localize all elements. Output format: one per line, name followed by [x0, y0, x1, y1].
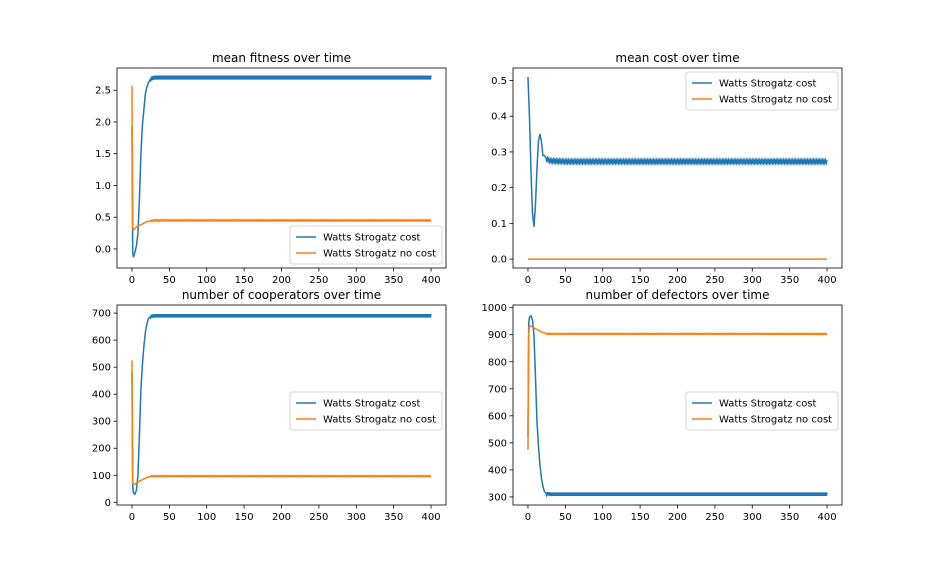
legend-label: Watts Strogatz no cost: [323, 249, 436, 260]
x-tick-label: 150: [631, 512, 650, 523]
chart-title: mean fitness over time: [212, 51, 351, 65]
x-tick-label: 350: [780, 512, 799, 523]
y-tick-label: 0: [105, 498, 111, 509]
series-line-watts-strogatz-cost: [131, 75, 432, 258]
y-tick-label: 0.2: [491, 183, 507, 194]
series-line-watts-strogatz-no-cost: [131, 360, 432, 486]
series-line-watts-strogatz-cost: [131, 314, 432, 496]
x-tick-label: 150: [235, 512, 254, 523]
x-tick-label: 200: [668, 275, 687, 286]
x-tick-label: 250: [309, 275, 328, 286]
x-tick-label: 0: [129, 275, 135, 286]
x-tick-label: 50: [559, 275, 572, 286]
y-tick-label: 0.5: [491, 76, 507, 87]
legend-label: Watts Strogatz cost: [323, 233, 421, 244]
y-tick-label: 200: [92, 444, 111, 455]
x-tick-label: 150: [235, 275, 254, 286]
legend: Watts Strogatz cost Watts Strogatz no cos…: [289, 391, 443, 431]
y-tick-label: 500: [488, 438, 507, 449]
y-tick-label: 500: [92, 363, 111, 374]
legend-label: Watts Strogatz cost: [323, 399, 421, 410]
y-tick-label: 700: [488, 384, 507, 395]
x-tick-label: 100: [593, 275, 612, 286]
y-tick-label: 700: [92, 309, 111, 320]
y-tick-label: 300: [92, 417, 111, 428]
x-tick-label: 200: [668, 512, 687, 523]
x-tick-label: 350: [780, 275, 799, 286]
x-tick-label: 0: [129, 512, 135, 523]
x-tick-label: 50: [163, 275, 176, 286]
y-tick-label: 600: [488, 411, 507, 422]
x-tick-label: 50: [163, 512, 176, 523]
legend-box: [289, 391, 443, 431]
legend-label: Watts Strogatz cost: [719, 79, 817, 90]
chart-panel-4: number of defectors over time 0 50 100 150 20…: [482, 288, 843, 523]
y-tick-label: 0.0: [491, 255, 507, 266]
y-tick-label: 300: [488, 492, 507, 503]
x-tick-label: 100: [593, 512, 612, 523]
x-tick-label: 400: [817, 512, 836, 523]
legend-label: Watts Strogatz no cost: [719, 95, 832, 106]
x-tick-label: 400: [817, 275, 836, 286]
series-line-watts-strogatz-no-cost: [131, 85, 432, 232]
legend-box: [289, 225, 443, 265]
x-tick-label: 300: [743, 512, 762, 523]
legend: Watts Strogatz cost Watts Strogatz no cos…: [289, 225, 443, 265]
legend: Watts Strogatz cost Watts Strogatz no cos…: [685, 391, 839, 431]
chart-panel-3: number of cooperators over time 0 50 100 150…: [92, 288, 447, 523]
x-tick-label: 200: [272, 512, 291, 523]
x-tick-label: 0: [525, 512, 531, 523]
x-tick-label: 100: [197, 512, 216, 523]
x-tick-label: 200: [272, 275, 291, 286]
legend-label: Watts Strogatz no cost: [323, 415, 436, 426]
x-tick-label: 150: [631, 275, 650, 286]
series-line-watts-strogatz-cost: [527, 76, 828, 228]
chart-title: number of cooperators over time: [182, 288, 381, 302]
x-tick-label: 250: [705, 275, 724, 286]
y-tick-label: 0.4: [491, 112, 507, 123]
legend-box: [685, 391, 839, 431]
x-tick-label: 300: [347, 512, 366, 523]
y-tick-label: 900: [488, 330, 507, 341]
x-tick-label: 100: [197, 275, 216, 286]
y-tick-label: 600: [92, 336, 111, 347]
legend-label: Watts Strogatz no cost: [719, 415, 832, 426]
x-tick-label: 300: [743, 275, 762, 286]
chart-panel-1: mean fitness over time 0 50 100 150 200 250 300…: [95, 51, 447, 286]
y-tick-label: 100: [92, 471, 111, 482]
y-tick-label: 400: [92, 390, 111, 401]
legend-label: Watts Strogatz cost: [719, 399, 817, 410]
y-tick-label: 0.5: [95, 213, 111, 224]
series-line-watts-strogatz-cost: [527, 314, 828, 499]
y-tick-label: 0.1: [491, 219, 507, 230]
chart-title: number of defectors over time: [586, 288, 770, 302]
x-tick-label: 0: [525, 275, 531, 286]
x-tick-label: 250: [309, 512, 328, 523]
x-tick-label: 300: [347, 275, 366, 286]
legend: Watts Strogatz cost Watts Strogatz no cos…: [685, 71, 839, 111]
x-tick-label: 350: [384, 275, 403, 286]
y-tick-label: 1.5: [95, 149, 111, 160]
y-tick-label: 0.3: [491, 147, 507, 158]
x-tick-label: 400: [421, 275, 440, 286]
y-tick-label: 800: [488, 357, 507, 368]
legend-box: [685, 71, 839, 111]
y-tick-label: 2.0: [95, 117, 111, 128]
y-tick-label: 0.0: [95, 244, 111, 255]
y-tick-label: 400: [488, 465, 507, 476]
chart-panel-2: mean cost over time 0 50 100 150 200 250 300 350…: [491, 51, 843, 286]
series-line-watts-strogatz-no-cost: [527, 324, 828, 450]
y-tick-label: 1.0: [95, 181, 111, 192]
y-tick-label: 2.5: [95, 86, 111, 97]
chart-title: mean cost over time: [615, 51, 739, 65]
x-tick-label: 400: [421, 512, 440, 523]
x-tick-label: 50: [559, 512, 572, 523]
x-tick-label: 250: [705, 512, 724, 523]
y-tick-label: 1000: [482, 303, 507, 314]
x-tick-label: 350: [384, 512, 403, 523]
